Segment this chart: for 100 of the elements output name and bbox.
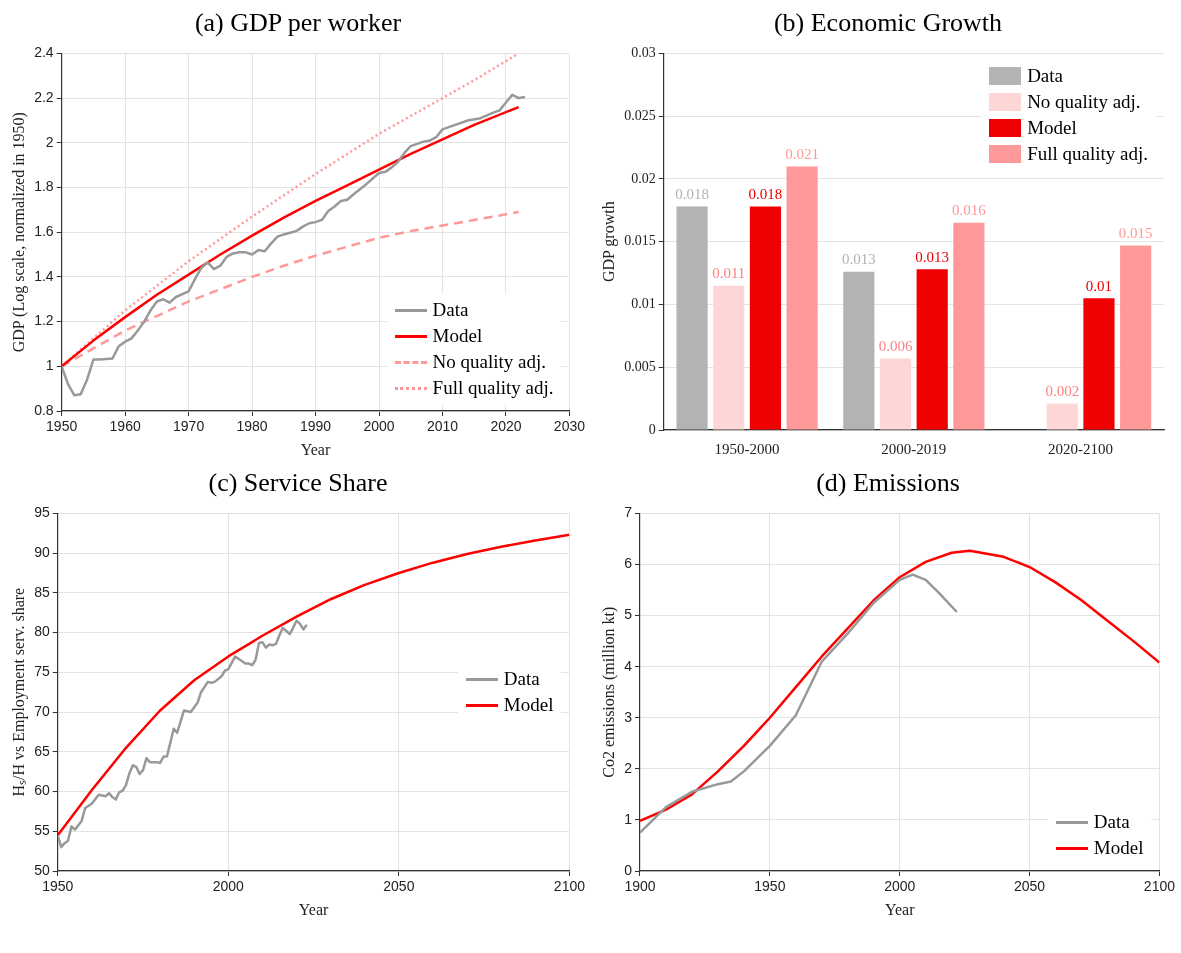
x-axis-title: Year: [884, 900, 916, 918]
bar: [676, 206, 708, 430]
y-tick-label: 1: [45, 357, 54, 374]
y-tick-label: 0.8: [34, 401, 54, 418]
x-tick-label: 1960: [109, 418, 141, 435]
x-tick-label: 1980: [236, 418, 268, 435]
y-tick-label: 1.2: [34, 312, 54, 329]
legend-label: Model: [503, 693, 554, 718]
legend-label: Full quality adj.: [1027, 142, 1148, 167]
y-tick-label: 0.01: [631, 296, 656, 312]
data-label: 0.002: [1045, 383, 1080, 400]
x-tick-label: 1950: [42, 878, 74, 895]
bar: [879, 358, 912, 430]
y-tick-label: 4: [624, 657, 633, 674]
y-tick-label: 2: [45, 133, 54, 150]
y-tick-label: 0: [624, 861, 633, 878]
y-axis-title: Co2 emissions (million kt): [599, 606, 618, 778]
y-tick-label: 1.6: [34, 223, 54, 240]
x-tick-label: 2000: [212, 878, 245, 895]
y-tick-label: 1.4: [34, 267, 54, 284]
bar: [1046, 403, 1078, 430]
legend-label: Full quality adj.: [432, 376, 554, 400]
y-tick-label: 5: [624, 606, 633, 623]
x-tick-label: 1950: [754, 878, 786, 895]
legend-label: Model: [1027, 116, 1077, 141]
x-tick-label: 2050: [1013, 878, 1046, 895]
bar: [786, 166, 818, 430]
data-label: 0.006: [878, 337, 913, 354]
y-tick-label: 2.4: [34, 44, 54, 61]
legend-label: Data: [503, 667, 540, 692]
chart-title: (a) GDP per worker: [193, 8, 403, 39]
legend-label: Data: [1093, 810, 1130, 834]
chart-title: (d) Emissions: [815, 468, 961, 499]
y-tick-label: 0.03: [631, 45, 656, 61]
y-tick-label: 0.025: [624, 107, 656, 123]
x-axis-title: Year: [298, 900, 330, 918]
x-tick-label: 1900: [624, 878, 656, 895]
bar: [953, 222, 985, 430]
y-tick-label: 0.005: [624, 358, 656, 374]
x-tick-label: 2100: [1143, 878, 1176, 895]
x-tick-label: 2100: [553, 878, 586, 895]
y-tick-label: 85: [34, 583, 50, 600]
x-tick-label: 1950: [46, 418, 78, 435]
x-tick-label: 2050: [383, 878, 415, 895]
chart-title: (b) Economic Growth: [772, 8, 1004, 39]
chart-title: (c) Service Share: [207, 468, 389, 499]
x-axis-title: Year: [300, 440, 331, 458]
y-axis-title: GDP (Log scale, normalized in 1950): [9, 112, 28, 353]
data-label: 0.018: [748, 185, 783, 202]
data-label: 0.018: [675, 185, 709, 202]
y-tick-label: 1: [624, 810, 633, 827]
data-label: 0.01: [1085, 277, 1113, 294]
data-label: 0.013: [915, 248, 950, 265]
legend-label: Data: [1027, 64, 1064, 89]
x-tick-label: 2030: [553, 418, 586, 435]
y-tick-label: 55: [34, 822, 50, 839]
y-tick-label: 7: [624, 504, 633, 521]
x-tick-label: 1970: [173, 418, 205, 435]
y-tick-label: 0.015: [624, 233, 656, 249]
x-tick-label: 2000: [363, 418, 395, 435]
data-label: 0.015: [1118, 224, 1153, 241]
legend-label: Model: [1093, 836, 1144, 860]
y-tick-label: 2.2: [34, 88, 54, 105]
bar: [1083, 298, 1115, 430]
x-tick-label: 2010: [426, 418, 459, 435]
x-tick-label: 2020-2100: [1048, 440, 1114, 457]
legend-label: No quality adj.: [1027, 90, 1141, 115]
y-tick-label: 60: [34, 782, 50, 799]
y-tick-label: 65: [34, 742, 50, 759]
y-tick-label: 1.8: [34, 178, 54, 195]
legend-label: Model: [432, 324, 483, 348]
y-axis-title: Hₛ/H vs Employment serv. share: [9, 587, 28, 797]
bar: [713, 285, 745, 430]
bar: [916, 269, 948, 430]
y-tick-label: 6: [624, 555, 633, 572]
y-tick-label: 75: [34, 663, 50, 680]
y-tick-label: 50: [34, 861, 50, 878]
x-tick-label: 1950-2000: [714, 440, 780, 457]
bar: [1120, 245, 1152, 430]
x-tick-label: 2000: [884, 878, 916, 895]
data-label: 0.016: [952, 202, 987, 219]
y-axis-title: GDP growth: [599, 201, 618, 283]
y-tick-label: 3: [624, 708, 633, 725]
y-tick-label: 95: [34, 504, 50, 521]
x-tick-label: 1990: [299, 418, 332, 435]
x-tick-label: 2000-2019: [881, 440, 947, 457]
data-label: 0.021: [785, 145, 819, 162]
data-label: 0.013: [841, 251, 876, 268]
legend-label: No quality adj.: [432, 350, 547, 374]
legend-label: Data: [432, 298, 469, 322]
y-tick-label: 0.02: [631, 170, 656, 186]
y-tick-label: 2: [624, 759, 633, 776]
data-label: 0.011: [712, 265, 746, 282]
bar: [843, 271, 875, 430]
y-tick-label: 70: [34, 702, 50, 719]
y-tick-label: 80: [34, 623, 50, 640]
y-tick-label: 0: [648, 421, 656, 437]
x-tick-label: 2020: [490, 418, 522, 435]
y-tick-label: 90: [34, 543, 50, 560]
bar: [749, 206, 782, 430]
